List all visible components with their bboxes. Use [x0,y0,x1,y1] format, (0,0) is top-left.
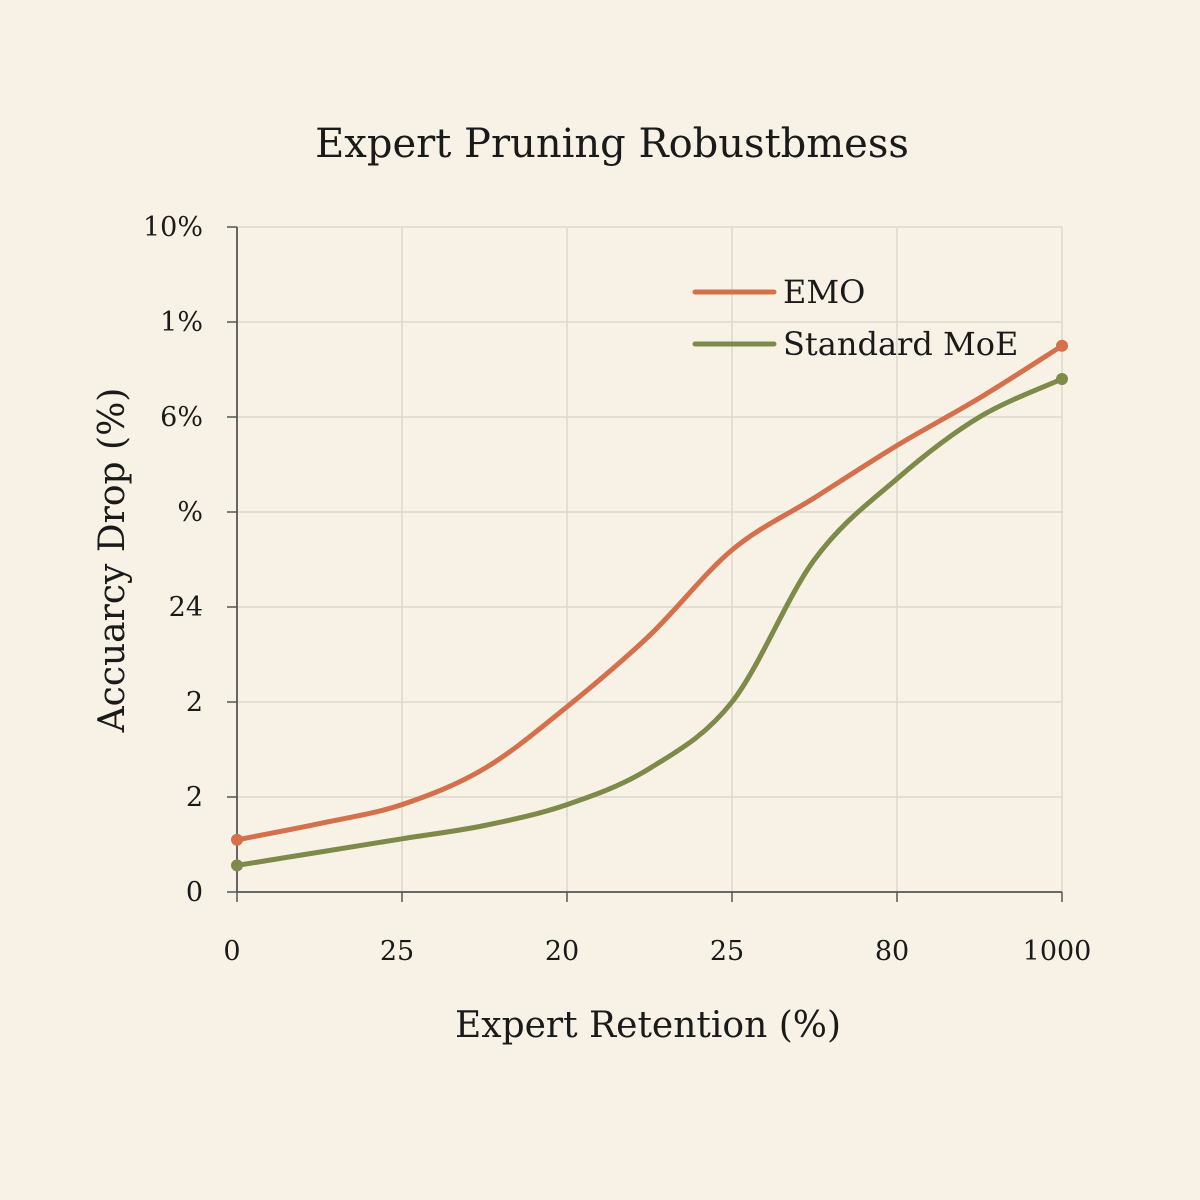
series-start-marker [231,833,243,846]
series-lines [231,339,1068,872]
tick-labels: 0 2 2 24% 6% 1% 10% 0 25 20 25 80 1000 [143,212,1091,967]
series-line-0 [234,343,1065,843]
legend-label: Standard MoE [783,325,1018,363]
x-tick-label: 25 [380,936,414,967]
y-tick-label: 24 [169,592,203,623]
series-line-1 [234,376,1065,868]
series-end-marker [1056,373,1068,385]
axes [227,226,1063,902]
y-tick-label: 0 [186,877,203,908]
x-tick-label: 25 [710,936,744,967]
x-tick-label: 20 [545,936,579,967]
chart-title: Expert Pruning Robustbmess [315,121,909,167]
series-start-marker [231,859,243,872]
x-tick-label: 1000 [1023,936,1092,967]
y-tick-label: 2 [186,687,203,718]
x-tick-label: 80 [875,936,909,967]
y-tick-label: 1% [160,307,203,338]
y-tick-label: 2 [186,782,203,813]
legend-label: EMO [783,273,865,311]
x-axis-label: Expert Retention (%) [455,1005,841,1046]
y-tick-label: 10% [143,212,203,243]
legend: EMO Standard MoE [692,273,1018,363]
grid [237,226,1063,892]
y-axis-label: Accuarcy Drop (%) [92,388,133,734]
x-tick-label: 0 [223,936,240,967]
y-tick-label: 6% [160,402,203,433]
y-tick-label: % [177,497,203,528]
series-end-marker [1056,339,1068,352]
